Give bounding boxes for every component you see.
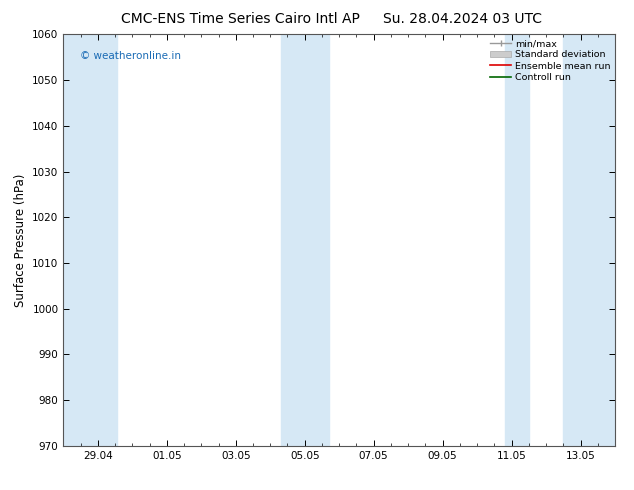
Text: Su. 28.04.2024 03 UTC: Su. 28.04.2024 03 UTC bbox=[384, 12, 542, 26]
Bar bbox=[563, 34, 615, 446]
Y-axis label: Surface Pressure (hPa): Surface Pressure (hPa) bbox=[14, 173, 27, 307]
Bar bbox=[505, 34, 529, 446]
Text: © weatheronline.in: © weatheronline.in bbox=[80, 51, 181, 61]
Text: CMC-ENS Time Series Cairo Intl AP: CMC-ENS Time Series Cairo Intl AP bbox=[122, 12, 360, 26]
Bar bbox=[281, 34, 329, 446]
Legend: min/max, Standard deviation, Ensemble mean run, Controll run: min/max, Standard deviation, Ensemble me… bbox=[488, 37, 612, 84]
Bar bbox=[63, 34, 117, 446]
